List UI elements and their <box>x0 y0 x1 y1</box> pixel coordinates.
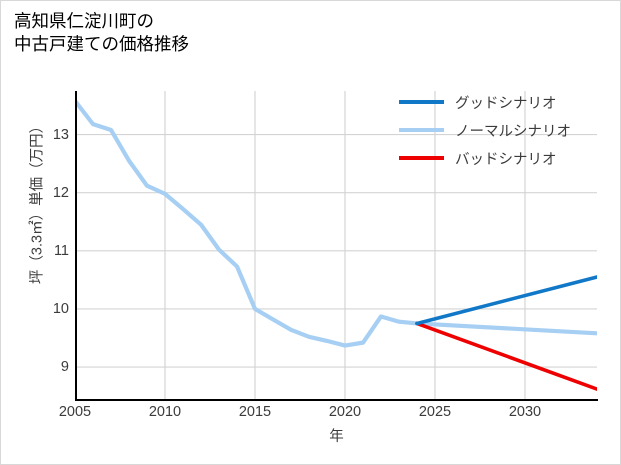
horizontal-gridlines <box>75 133 597 368</box>
x-tick-label: 2005 <box>58 404 92 420</box>
vertical-gridlines <box>75 91 526 399</box>
y-axis-line <box>75 91 77 401</box>
legend-item[interactable]: バッドシナリオ <box>399 149 571 168</box>
plot-svg <box>75 91 597 399</box>
y-axis-title: 坪（3.3㎡）単価（万円） <box>29 118 46 285</box>
chart-title: 高知県仁淀川町の 中古戸建ての価格推移 <box>14 11 189 55</box>
y-tick-label: 11 <box>53 242 69 259</box>
y-axis-ticks: 9 10 11 12 13 <box>1 1 69 464</box>
legend-item[interactable]: ノーマルシナリオ <box>399 121 571 140</box>
legend-swatch-icon <box>399 128 444 132</box>
y-tick-label: 12 <box>52 184 69 201</box>
legend-swatch-icon <box>399 100 444 104</box>
x-tick-label: 2020 <box>328 404 362 420</box>
legend-label: グッドシナリオ <box>455 95 557 112</box>
x-tick-label: 2015 <box>238 404 272 420</box>
legend-item[interactable]: グッドシナリオ <box>399 93 571 112</box>
x-tick-label: 2030 <box>508 404 542 420</box>
y-tick-label: 9 <box>60 359 69 376</box>
y-tick-label: 13 <box>52 126 69 143</box>
x-tick-label: 2010 <box>148 404 182 420</box>
series-line-good <box>415 275 597 326</box>
legend-label: バッドシナリオ <box>455 151 557 168</box>
series-line-normal <box>75 98 597 348</box>
series-lines <box>75 98 597 391</box>
y-tick-label: 10 <box>52 300 69 317</box>
x-tick-label: 2025 <box>418 404 452 420</box>
legend-label: ノーマルシナリオ <box>455 123 571 140</box>
series-line-bad <box>415 321 597 391</box>
x-axis-title: 年 <box>329 429 344 445</box>
chart-legend: グッドシナリオ ノーマルシナリオ バッドシナリオ <box>399 93 571 168</box>
legend-swatch-icon <box>399 156 444 160</box>
x-axis-line <box>75 399 598 401</box>
plot-area <box>75 91 597 399</box>
